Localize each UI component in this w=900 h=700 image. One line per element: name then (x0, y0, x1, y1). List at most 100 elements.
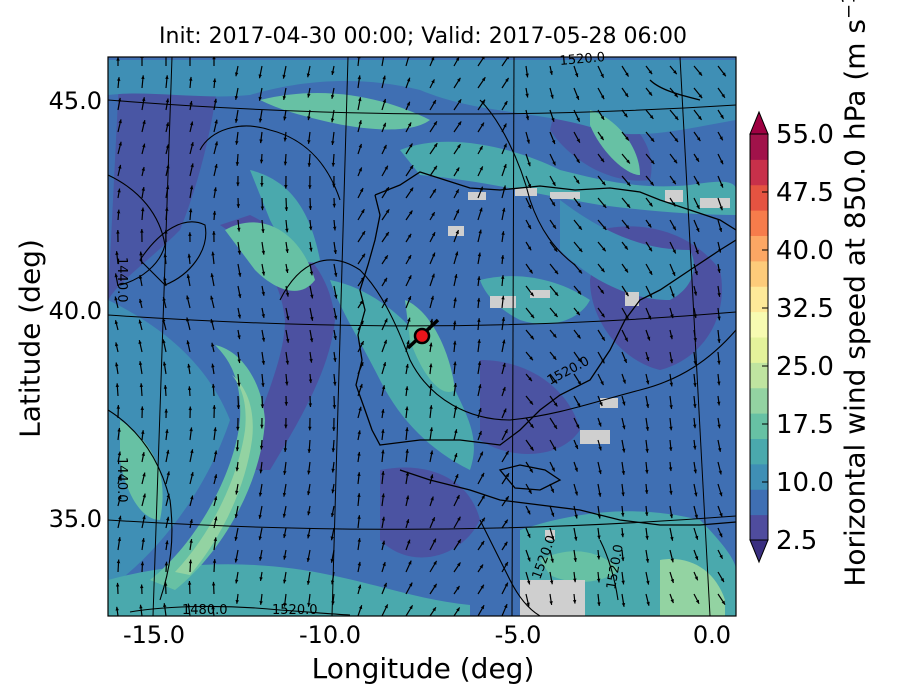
wind-arrow-head (117, 474, 122, 479)
wind-arrow-head (693, 404, 697, 408)
wind-arrow-head (645, 357, 650, 361)
wind-arrow (742, 528, 747, 537)
wind-arrow-head (431, 57, 435, 61)
wind-arrow-head (236, 622, 239, 626)
wind-arrow-head (332, 183, 336, 188)
wind-arrow-head (282, 74, 286, 79)
wind-arrow-head (162, 297, 166, 301)
wind-arrow-head (284, 184, 288, 189)
wind-arrow-head (408, 560, 412, 565)
wind-arrow-head (357, 561, 362, 566)
wind-arrow-head (502, 362, 506, 367)
wind-arrow-head (574, 491, 578, 496)
wind-arrow-head (141, 538, 145, 542)
wind-arrow-head (552, 224, 556, 229)
y-tick-label: 35.0 (49, 505, 102, 533)
colorbar-band (750, 413, 768, 439)
wind-arrow-head (164, 408, 168, 413)
wind-arrow-head (645, 426, 650, 431)
wind-arrow-head (554, 291, 559, 296)
wind-arrow-head (214, 516, 218, 521)
wind-arrow-head (361, 209, 365, 214)
wind-arrow-head (456, 585, 460, 590)
wind-arrow-head (330, 536, 334, 541)
wind-arrow-head (456, 562, 461, 567)
wind-arrow-head (624, 93, 629, 98)
colorbar-band (750, 489, 768, 516)
wind-arrow-head (234, 118, 239, 123)
wind-arrow-head (306, 73, 311, 78)
wind-arrow-head (357, 538, 361, 542)
wind-arrow (261, 615, 262, 616)
wind-arrow-head (741, 359, 744, 363)
colorbar-band (750, 210, 768, 236)
wind-arrow-head (457, 539, 461, 544)
wind-arrow-head (744, 533, 747, 537)
wind-arrow-head (597, 602, 601, 606)
wind-arrow-head (140, 406, 144, 411)
wind-arrow-head (116, 405, 121, 409)
wind-arrow-head (431, 212, 435, 217)
wind-arrow-head (529, 400, 533, 405)
wind-arrow-head (624, 337, 628, 342)
wind-arrow-head (407, 122, 412, 127)
wind-arrow-head (212, 405, 217, 409)
wind-arrow-head (284, 424, 288, 429)
wind-arrow (574, 615, 575, 616)
wind-arrow-head (644, 490, 649, 494)
wind-arrow-head (672, 249, 676, 254)
wind-arrow-head (553, 379, 558, 384)
wind-arrow-head (578, 248, 583, 253)
wind-arrow-head (408, 275, 412, 280)
wind-arrow-head (383, 277, 387, 282)
wind-arrow-head (671, 293, 675, 298)
wind-arrow-head (381, 449, 385, 454)
wind-arrow-head (381, 429, 385, 433)
wind-arrow-head (650, 137, 655, 142)
wind-arrow-head (259, 577, 263, 581)
wind-arrow-head (260, 206, 265, 211)
wind-arrow-head (236, 182, 240, 187)
contour-label: 1440.0 (114, 457, 129, 503)
wind-arrow-head (186, 295, 190, 300)
wind-arrow-head (720, 578, 724, 583)
wind-arrow-head (330, 94, 335, 99)
wind-arrow-head (432, 538, 436, 543)
wind-arrow-head (718, 470, 722, 475)
wind-arrow-head (624, 268, 628, 273)
wind-arrow-head (719, 513, 723, 518)
wind-arrow-head (670, 558, 674, 563)
wind-arrow-head (430, 295, 434, 300)
colorbar-label: Horizontal wind speed at 850.0 hPa (m s−… (838, 0, 871, 587)
wind-arrow-head (574, 73, 579, 78)
wind-arrow-head (502, 185, 507, 190)
wind-arrow-head (625, 292, 629, 297)
wind-arrow-head (332, 427, 336, 431)
wind-arrow-head (574, 444, 578, 449)
wind-arrow-head (307, 491, 311, 496)
wind-arrow-head (282, 492, 287, 497)
wind-arrow (742, 286, 743, 299)
wind-arrow-head (717, 381, 721, 386)
wind-arrow-head (646, 336, 651, 341)
wind-arrow-head (530, 292, 534, 297)
wind-arrow-head (333, 250, 337, 254)
wind-arrow-head (600, 268, 605, 273)
wind-arrow-head (116, 77, 121, 81)
wind-arrow-head (669, 359, 674, 364)
wind-arrow-head (213, 496, 218, 501)
wind-arrow-head (601, 359, 605, 364)
wind-arrow-head (549, 621, 552, 625)
wind-arrow-head (118, 164, 122, 169)
wind-arrow-head (189, 539, 193, 543)
wind-arrow-head (188, 559, 193, 564)
wind-arrow-head (717, 339, 721, 343)
wind-arrow-head (648, 247, 652, 252)
wind-arrow-head (481, 77, 486, 82)
wind-arrow-head (648, 202, 653, 207)
wind-arrow-head (234, 536, 238, 541)
wind-arrow-head (694, 514, 698, 519)
wind-arrow-head (235, 599, 239, 604)
wind-arrow-head (621, 471, 626, 475)
wind-arrow-head (502, 339, 506, 344)
